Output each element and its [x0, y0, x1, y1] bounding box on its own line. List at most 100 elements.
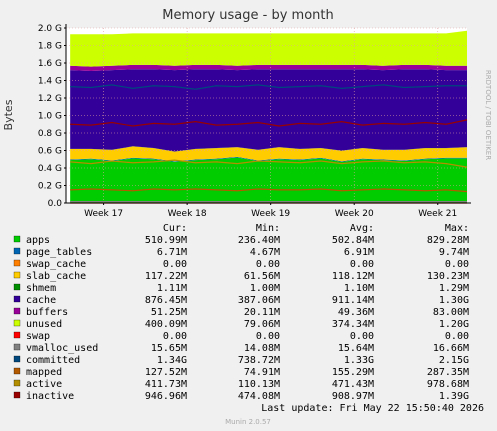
- legend-stat: 876.45M: [145, 295, 187, 306]
- legend-stat: 374.34M: [332, 319, 374, 330]
- legend-stat: 236.40M: [238, 235, 280, 246]
- legend-stat: 83.00M: [433, 307, 469, 318]
- legend-swatch: [13, 331, 21, 339]
- y-tick-label: 1.4 G: [38, 77, 62, 87]
- y-tick-label: 0.4 G: [38, 164, 62, 174]
- watermark: RRDTOOL / TOBI OETIKER: [484, 70, 492, 160]
- legend-name: shmem: [26, 283, 56, 294]
- y-tick-label: 1.2 G: [38, 94, 62, 104]
- x-tick-label: Week 17: [84, 209, 123, 219]
- line: [70, 188, 468, 193]
- legend-stat: 51.25M: [151, 307, 187, 318]
- x-tick-label: Week 21: [418, 209, 457, 219]
- legend-stat: 9.74M: [439, 247, 469, 258]
- line: [70, 159, 468, 168]
- legend-stat: 471.43M: [332, 379, 374, 390]
- legend-stat: 1.29M: [439, 283, 469, 294]
- legend-stat: 1.20G: [439, 319, 469, 330]
- legend-stat: 0.00: [163, 331, 187, 342]
- y-tick-label: 0.6 G: [38, 147, 62, 157]
- line: [70, 84, 467, 90]
- legend-name: swap_cache: [26, 259, 86, 270]
- legend-name: unused: [26, 319, 62, 330]
- legend-name: inactive: [26, 391, 74, 402]
- legend-stat: 15.64M: [338, 343, 374, 354]
- area: [70, 69, 467, 152]
- legend-name: active: [26, 379, 62, 390]
- legend-stat: 20.11M: [244, 307, 280, 318]
- legend-header: Cur:: [163, 223, 187, 234]
- legend-stat: 911.14M: [332, 295, 374, 306]
- legend-stat: 1.11M: [157, 283, 187, 294]
- legend-swatch: [13, 271, 21, 279]
- legend-stat: 6.71M: [157, 247, 187, 258]
- area: [70, 30, 467, 67]
- legend-stat: 510.99M: [145, 235, 187, 246]
- legend-stat: 6.91M: [344, 247, 374, 258]
- legend-stat: 0.00: [256, 259, 280, 270]
- line: [70, 119, 468, 127]
- legend-stat: 1.30G: [439, 295, 469, 306]
- legend-stat: 908.97M: [332, 391, 374, 402]
- legend-stat: 1.10M: [344, 283, 374, 294]
- legend-stat: 2.15G: [439, 355, 469, 366]
- legend-swatch: [13, 247, 21, 255]
- legend-stat: 49.36M: [338, 307, 374, 318]
- legend-stat: 61.56M: [244, 271, 280, 282]
- legend-swatch: [13, 295, 21, 303]
- legend-stat: 1.34G: [157, 355, 187, 366]
- legend-name: apps: [26, 235, 50, 246]
- legend-stat: 110.13M: [238, 379, 280, 390]
- legend-stat: 387.06M: [238, 295, 280, 306]
- legend-stat: 155.29M: [332, 367, 374, 378]
- legend-name: vmalloc_used: [26, 343, 98, 354]
- legend-name: cache: [26, 295, 56, 306]
- y-tick-label: 0.2 G: [38, 182, 62, 192]
- legend-stat: 4.67M: [250, 247, 280, 258]
- legend-swatch: [13, 343, 21, 351]
- y-tick-label: 1.6 G: [38, 59, 62, 69]
- legend-stat: 118.12M: [332, 271, 374, 282]
- legend-stat: 1.33G: [344, 355, 374, 366]
- area: [70, 146, 467, 162]
- y-tick-label: 0.0: [48, 199, 63, 209]
- legend-stat: 14.08M: [244, 343, 280, 354]
- last-update: Last update: Fri May 22 15:50:40 2026: [261, 403, 484, 414]
- legend-stat: 117.22M: [145, 271, 187, 282]
- chart-title: Memory usage - by month: [162, 8, 333, 23]
- legend-name: buffers: [26, 307, 68, 318]
- legend-stat: 946.96M: [145, 391, 187, 402]
- legend-stat: 79.06M: [244, 319, 280, 330]
- legend-stat: 1.00M: [250, 283, 280, 294]
- legend-swatch: [13, 379, 21, 387]
- legend-name: committed: [26, 355, 80, 366]
- area: [70, 64, 467, 72]
- legend-stat: 738.72M: [238, 355, 280, 366]
- legend-name: slab_cache: [26, 271, 86, 282]
- legend-stat: 15.65M: [151, 343, 187, 354]
- legend-header: Min:: [256, 223, 280, 234]
- legend-stat: 0.00: [445, 259, 469, 270]
- legend-stat: 0.00: [350, 331, 374, 342]
- legend-stat: 130.23M: [427, 271, 469, 282]
- legend-stat: 0.00: [256, 331, 280, 342]
- legend-stat: 74.91M: [244, 367, 280, 378]
- x-tick-label: Week 20: [335, 209, 374, 219]
- legend-name: page_tables: [26, 247, 92, 258]
- legend-swatch: [13, 319, 21, 327]
- legend-stat: 16.66M: [433, 343, 469, 354]
- legend-stat: 829.28M: [427, 235, 469, 246]
- legend-swatch: [13, 235, 21, 243]
- legend-swatch: [13, 307, 21, 315]
- x-tick-label: Week 19: [251, 209, 290, 219]
- legend-stat: 978.68M: [427, 379, 469, 390]
- legend-stat: 411.73M: [145, 379, 187, 390]
- footer: Munin 2.0.57: [225, 418, 271, 426]
- legend-stat: 0.00: [163, 259, 187, 270]
- legend-swatch: [13, 367, 21, 375]
- legend-stat: 127.52M: [145, 367, 187, 378]
- legend-stat: 474.08M: [238, 391, 280, 402]
- y-tick-label: 1.0 G: [38, 112, 62, 122]
- legend-name: mapped: [26, 367, 62, 378]
